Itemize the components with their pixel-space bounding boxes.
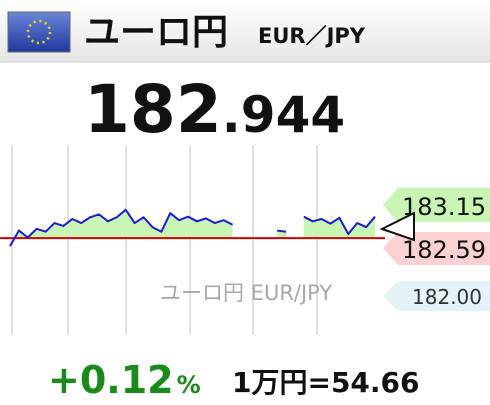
level-tag-high xyxy=(383,188,490,222)
price-line xyxy=(303,215,376,236)
watermark: ユーロ円 EUR/JPY xyxy=(160,281,332,305)
level-label: 182.59 xyxy=(402,236,486,264)
change: +0.12% xyxy=(48,358,201,402)
price: 182.944 xyxy=(84,71,345,148)
level-tags: 183.15 182.59 182.00 xyxy=(379,188,490,311)
level-label: 182.00 xyxy=(412,285,482,309)
price-integer: 182 xyxy=(84,71,222,148)
change-value: +0.12 xyxy=(48,358,174,402)
current-marker xyxy=(379,211,415,242)
price-decimal: .944 xyxy=(222,86,345,144)
area-fill xyxy=(10,209,233,239)
level-tag-ref xyxy=(383,232,490,265)
header-bg xyxy=(0,0,490,62)
level-tag-low xyxy=(383,281,490,311)
plot xyxy=(0,208,385,247)
pair: EUR／JPY xyxy=(258,24,366,48)
price-line xyxy=(9,208,234,247)
grid xyxy=(11,145,318,335)
level-label: 183.15 xyxy=(402,193,486,221)
flag xyxy=(7,11,71,53)
area-fill xyxy=(277,230,286,239)
title: ユーロ円 xyxy=(84,12,228,53)
conversion: 1万円=54.66 xyxy=(232,366,420,399)
price-line xyxy=(276,229,287,233)
area-fill xyxy=(303,216,375,239)
change-unit: % xyxy=(177,371,201,399)
